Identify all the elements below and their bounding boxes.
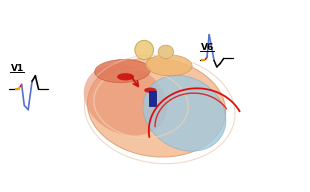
Ellipse shape xyxy=(95,60,150,83)
Ellipse shape xyxy=(144,88,157,93)
Ellipse shape xyxy=(117,73,134,80)
Ellipse shape xyxy=(135,40,153,60)
Text: V6: V6 xyxy=(201,43,214,52)
Ellipse shape xyxy=(146,55,192,76)
Text: V1: V1 xyxy=(11,64,24,73)
Ellipse shape xyxy=(158,45,174,59)
Ellipse shape xyxy=(143,75,226,151)
Bar xyxy=(149,91,156,106)
Ellipse shape xyxy=(84,64,167,136)
Ellipse shape xyxy=(87,58,226,157)
